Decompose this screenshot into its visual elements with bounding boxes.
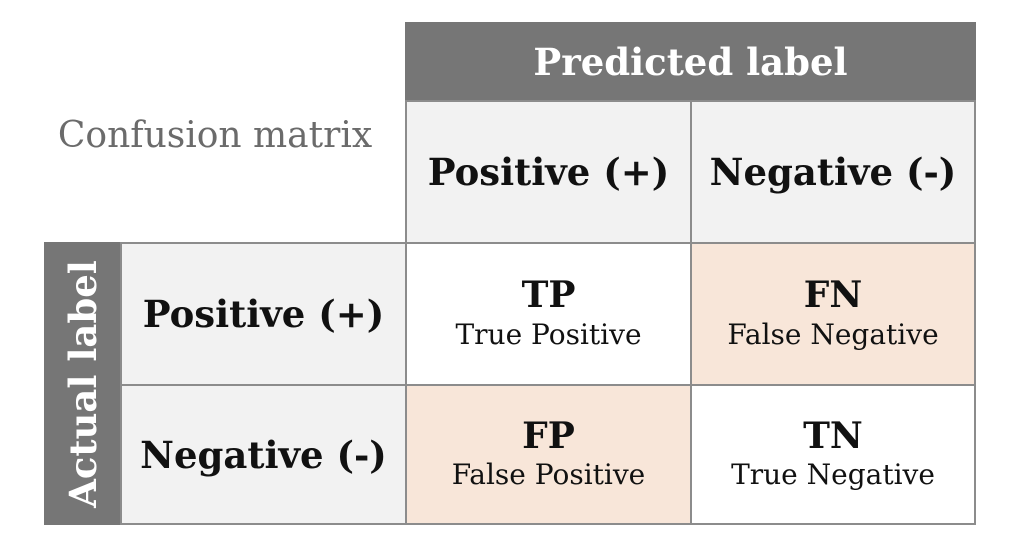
cell-description: True Positive: [455, 317, 642, 351]
actual-positive-header: Positive (+): [120, 242, 407, 386]
actual-label-text: Actual label: [61, 259, 106, 508]
cell-abbr: FN: [803, 274, 863, 317]
cell-description: False Negative: [727, 317, 939, 351]
actual-label-header: Actual label: [44, 242, 122, 525]
cell-abbr: TN: [803, 414, 863, 457]
cell-description: True Negative: [731, 458, 935, 491]
cell-false-negative: FN False Negative: [690, 242, 976, 386]
predicted-positive-header: Positive (+): [405, 100, 692, 244]
cell-false-positive: FP False Positive: [405, 384, 692, 525]
actual-negative-header: Negative (-): [120, 384, 407, 525]
cell-abbr: TP: [521, 274, 576, 317]
cell-description: False Positive: [451, 458, 646, 491]
confusion-matrix-title: Confusion matrix: [57, 114, 373, 156]
cell-true-positive: TP True Positive: [405, 242, 692, 386]
cell-true-negative: TN True Negative: [690, 384, 976, 525]
predicted-label-header: Predicted label: [405, 22, 976, 101]
cell-abbr: FP: [522, 414, 575, 457]
predicted-negative-header: Negative (-): [690, 100, 976, 244]
